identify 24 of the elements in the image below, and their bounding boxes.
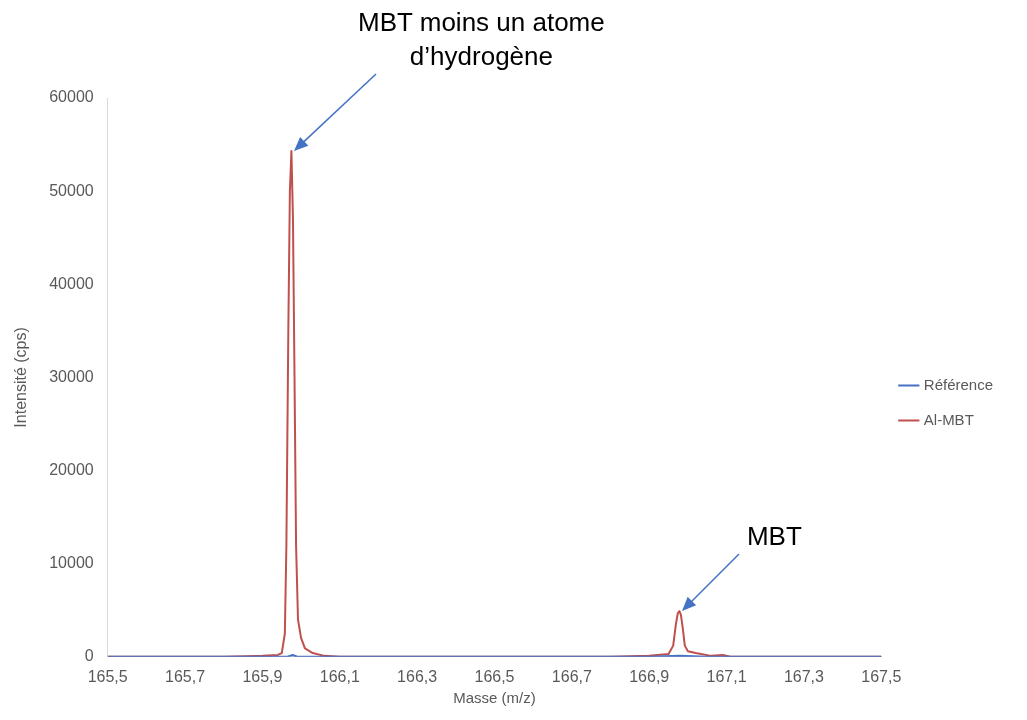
text: MBT moins un atome d’hydrogène	[358, 7, 605, 72]
x-tick-label: 166,9	[629, 667, 670, 685]
x-tick-label: 166,5	[474, 667, 515, 685]
x-tick-label: 165,5	[87, 667, 128, 685]
x-tick-label: 166,1	[319, 667, 360, 685]
legend-label: Référence	[923, 375, 994, 393]
x-tick-label: 166,7	[551, 667, 592, 685]
legend-label: Al-MBT	[923, 410, 974, 428]
x-tick-label: 167,5	[861, 667, 902, 685]
y-tick-label: 20000	[49, 460, 94, 478]
x-tick-label: 165,9	[242, 667, 283, 685]
x-tick-label: 167,3	[783, 667, 825, 685]
y-tick-label: 60000	[49, 88, 94, 106]
y-tick-label: 40000	[49, 274, 94, 292]
y-tick-label: 50000	[49, 181, 94, 199]
y-axis-title: Intensité (cps)	[12, 327, 30, 428]
x-tick-label: 166,3	[397, 667, 438, 685]
x-tick-label: 165,7	[165, 667, 206, 685]
y-tick-label: 10000	[49, 554, 94, 572]
y-tick-label: 0	[84, 647, 94, 665]
x-axis-title: Masse (m/z)	[453, 689, 536, 707]
annotation: MBT	[746, 521, 802, 552]
x-tick-label: 167,1	[706, 667, 747, 685]
y-tick-label: 30000	[49, 367, 94, 385]
